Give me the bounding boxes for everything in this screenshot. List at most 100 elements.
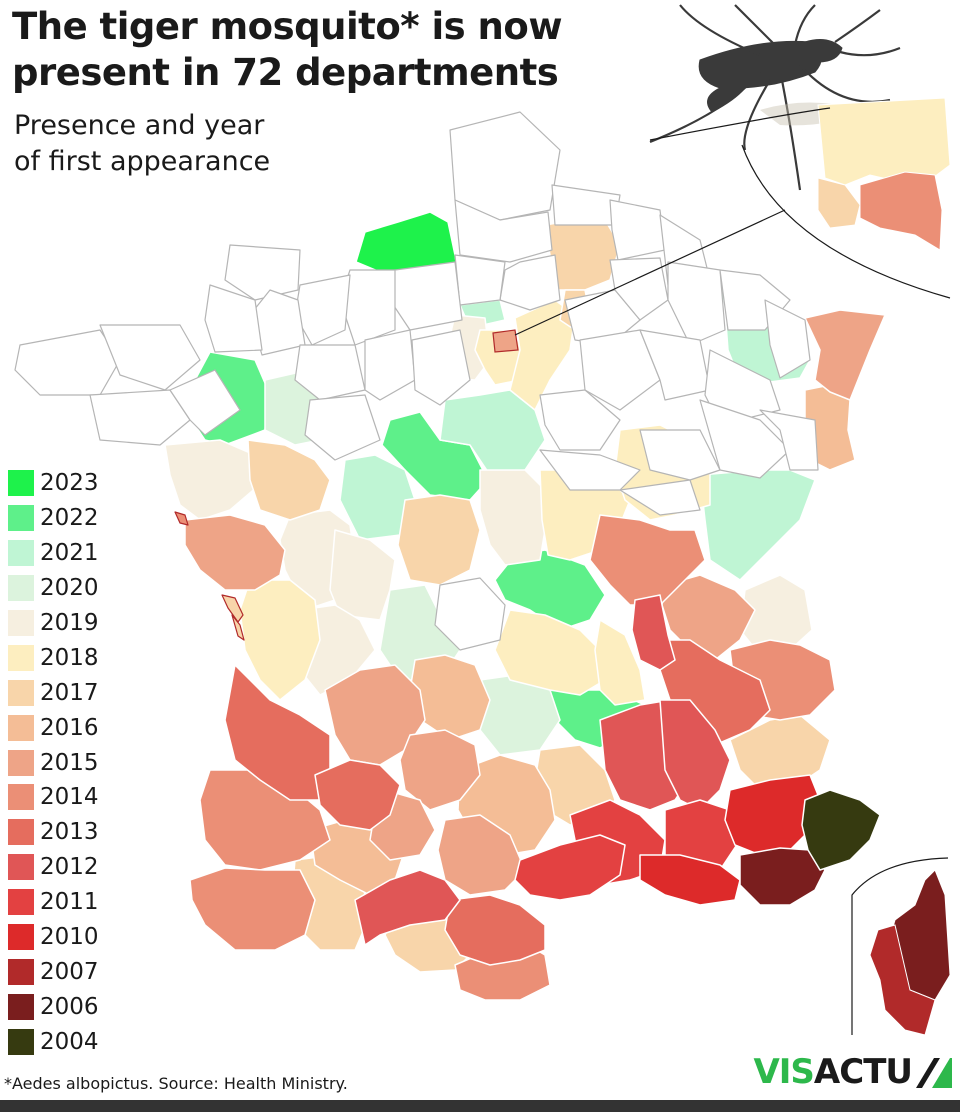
legend-label: 2020 [40,575,99,602]
absent-department-7 [454,254,506,306]
department-2011-61 [514,834,626,901]
inset-top-arc [649,107,831,141]
absent-department-14 [639,329,711,401]
department-2015-46 [804,309,886,401]
absent-department-10 [667,261,726,346]
legend-swatch [8,470,34,497]
logo-mark-icon [916,1058,952,1088]
legend-label: 2021 [40,540,99,567]
legend-label: 2012 [40,854,99,881]
legend-item-2013: 2013 [8,815,99,850]
inset-department-2014 [859,171,943,251]
island-re [174,511,189,526]
mosquito-head [804,39,843,63]
absent-department-27 [204,284,263,353]
legend-label: 2006 [40,993,99,1020]
department-2010-64 [639,854,741,906]
legend-swatch [8,1028,34,1055]
legend-label: 2017 [40,679,99,706]
title-line-1: The tiger mosquito* is now [12,5,563,48]
inset-outer-arc [741,144,951,299]
legend-item-2022: 2022 [8,501,99,536]
department-2013-53 [314,759,401,831]
department-2012-59 [354,869,461,946]
department-2014-48 [189,867,316,951]
absent-department-1 [449,111,561,221]
logo-text-part-2: ACTU [813,1052,913,1092]
legend-swatch [8,889,34,916]
legend-swatch [8,749,34,776]
absent-department-13 [579,329,661,411]
department-2021-7 [439,389,546,476]
source-footnote: *Aedes albopictus. Source: Health Minist… [4,1074,348,1093]
legend-item-2004: 2004 [8,1024,99,1059]
department-2015-40 [184,514,286,591]
absent-department-16 [699,399,791,479]
department-2012-58 [659,699,731,811]
department-2015-42 [399,729,481,811]
legend-label: 2016 [40,714,99,741]
visactu-logo: VISACTU [753,1052,954,1092]
absent-department-33 [364,329,416,401]
logo-text: VISACTU [753,1052,913,1092]
legend-label: 2011 [40,889,99,916]
absent-department-32 [294,344,366,401]
absent-department-30 [89,389,191,446]
legend-item-2007: 2007 [8,954,99,989]
title-line-2: present in 72 departments [12,51,559,94]
department-2019-16 [329,529,396,621]
legend-item-2019: 2019 [8,606,99,641]
absent-department-20 [639,429,721,481]
corsica-south-2007 [869,924,936,1036]
legend-label: 2018 [40,644,99,671]
inset-leader-line [514,209,786,336]
absent-department-2 [454,199,553,263]
legend-item-2012: 2012 [8,850,99,885]
legend-label: 2013 [40,819,99,846]
legend-label: 2004 [40,1028,99,1055]
department-2018-25 [239,579,321,701]
mosquito-leg-1 [649,71,761,144]
paris-small-departments [492,329,519,353]
absent-department-29 [99,324,201,391]
legend-swatch [8,958,34,985]
bottom-bar [0,1100,960,1112]
department-2018-22 [509,299,576,411]
absent-department-31 [169,369,241,436]
legend-label: 2023 [40,470,99,497]
absent-department-regions [14,111,819,651]
mosquito-leg-5 [793,4,816,46]
legend-item-2021: 2021 [8,536,99,571]
legend-swatch [8,679,34,706]
legend-swatch [8,714,34,741]
legend-item-2016: 2016 [8,710,99,745]
mosquito-illustration [649,4,901,191]
island-oleron [221,594,244,623]
department-2004-66 [801,789,881,871]
island-oleron-south [231,614,245,641]
department-2006-65 [739,847,826,906]
department-2013-54 [444,894,546,966]
department-2022-3 [381,411,489,501]
department-2021-9 [699,469,816,581]
corsica-inset [851,857,951,1036]
department-2018-26 [494,609,606,696]
department-2015-45 [661,574,756,661]
absent-department-6 [499,254,561,311]
absent-department-12 [764,299,811,379]
legend-label: 2015 [40,749,99,776]
legend-label: 2010 [40,924,99,951]
mosquito-body [698,40,822,89]
legend-label: 2007 [40,958,99,985]
inset-department-2018 [817,97,951,186]
legend-label: 2019 [40,610,99,636]
legend-swatch [8,610,34,636]
legend-item-2018: 2018 [8,640,99,675]
legend-swatch [8,505,34,532]
map-title: The tiger mosquito* is now present in 72… [12,4,563,96]
legend-item-2017: 2017 [8,675,99,710]
department-2014-51 [589,514,706,606]
legend: 2023 2022 2021 2020 2019 2018 2017 2016 2015 2014… [8,466,99,1059]
absent-department-25 [224,244,301,301]
department-2018-27 [594,619,646,706]
